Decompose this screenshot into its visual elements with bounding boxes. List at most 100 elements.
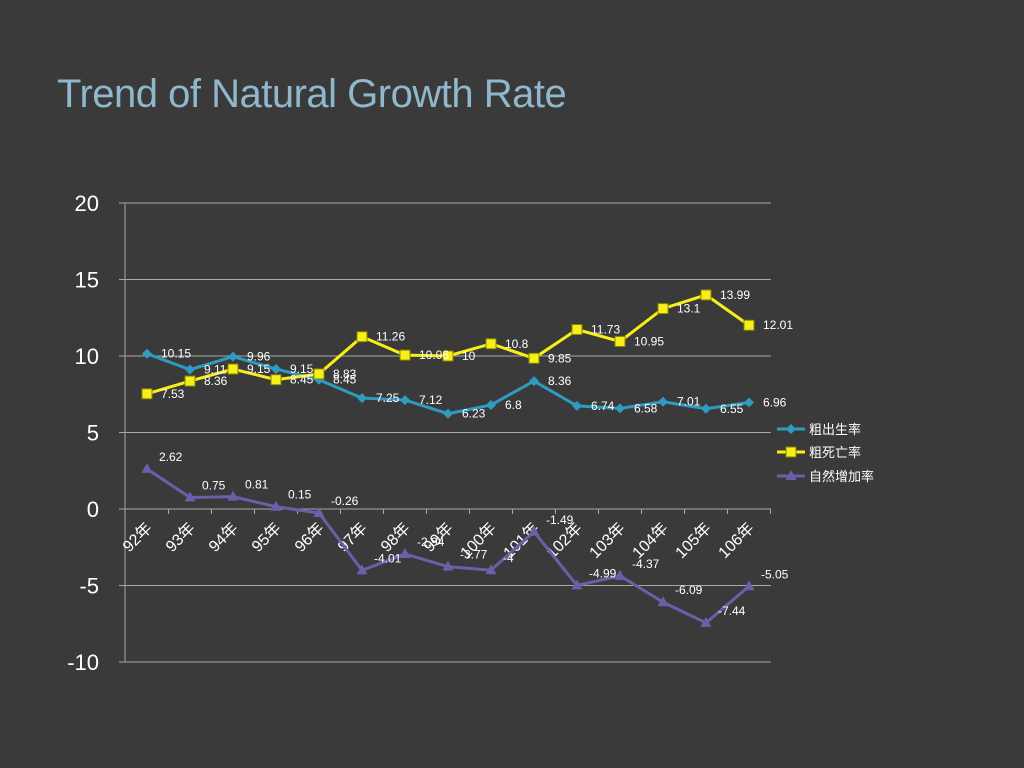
data-label: 13.99 (720, 288, 750, 302)
data-point (614, 335, 626, 347)
data-label: -7.44 (718, 604, 746, 618)
legend-item-3: 自然增加率 (777, 469, 874, 484)
x-tick-label: 96年 (291, 519, 328, 556)
data-point (743, 580, 755, 591)
data-point (228, 351, 238, 362)
data-label: 2.62 (159, 450, 183, 464)
x-tick-label: 97年 (334, 519, 371, 556)
data-point (700, 289, 712, 301)
x-tick-label: 106年 (715, 519, 758, 562)
data-label: 6.58 (634, 401, 658, 415)
legend-marker (785, 470, 797, 480)
data-label: 8.45 (333, 373, 357, 387)
data-point (485, 564, 497, 575)
data-label: 6.8 (505, 398, 522, 412)
data-point (271, 364, 281, 375)
data-label: 9.96 (247, 350, 271, 364)
data-point (658, 396, 668, 407)
data-label: 11.26 (376, 330, 405, 344)
data-label: -4 (503, 551, 514, 565)
legend-item-2: 粗死亡率 (777, 445, 861, 460)
data-label: 7.12 (419, 393, 443, 407)
data-label: -5.05 (761, 567, 789, 581)
data-point (185, 364, 195, 375)
data-point (443, 408, 453, 419)
data-label: 10.95 (634, 334, 664, 348)
data-label: 9.15 (247, 362, 271, 376)
x-tick-label: 95年 (248, 519, 285, 556)
x-tick-label: 103年 (586, 519, 629, 562)
legend-label: 粗出生率 (809, 422, 861, 437)
legend-marker (785, 446, 797, 458)
data-label: 7.53 (161, 387, 185, 401)
legend-label: 自然增加率 (809, 469, 874, 484)
x-tick-label: 98年 (377, 519, 414, 556)
data-point (485, 338, 497, 350)
data-label: 11.73 (591, 323, 620, 337)
data-point (442, 350, 454, 362)
data-point (313, 506, 325, 517)
data-point (615, 403, 625, 414)
data-label: -0.26 (331, 494, 359, 508)
data-point (528, 525, 540, 536)
data-point (657, 303, 669, 315)
y-tick-label: 10 (75, 344, 99, 369)
data-point (572, 400, 582, 411)
data-point (743, 319, 755, 331)
y-tick-label: 5 (87, 421, 99, 446)
data-point (356, 564, 368, 575)
data-point (399, 349, 411, 361)
data-point (442, 560, 454, 571)
data-point (700, 616, 712, 627)
data-point (184, 491, 196, 502)
data-labels: 10.159.119.969.158.457.25 7.126.236.88.36… (159, 288, 793, 618)
data-label: 7.25 (376, 391, 400, 405)
legend-label: 粗死亡率 (809, 445, 861, 460)
data-label: 8.36 (548, 374, 572, 388)
data-label: -1.49 (546, 513, 574, 527)
x-tick-label: 105年 (672, 519, 715, 562)
data-label: 0.81 (245, 478, 269, 492)
series-1 (142, 348, 754, 419)
x-tick-label: 93年 (162, 519, 199, 556)
data-label: 8.83 (333, 367, 357, 381)
data-label: 10 (462, 349, 476, 363)
data-point (614, 569, 626, 580)
data-label: 9.11 (204, 363, 227, 377)
data-label: 7.01 (677, 395, 701, 409)
data-point (227, 363, 239, 375)
y-tick-label: 15 (75, 268, 99, 293)
data-point (356, 331, 368, 343)
legend-item-1: 粗出生率 (777, 422, 861, 437)
data-label: 13.1 (677, 302, 701, 316)
series (141, 289, 755, 627)
data-point (270, 374, 282, 386)
data-label: 6.23 (462, 407, 486, 421)
data-label: 12.01 (763, 318, 793, 332)
data-point (399, 547, 411, 558)
legend-marker (786, 424, 796, 434)
x-tick-label: 104年 (629, 519, 672, 562)
data-point (227, 490, 239, 501)
data-label: -4.99 (589, 566, 617, 580)
axes (119, 202, 771, 663)
data-point (141, 388, 153, 400)
data-point (571, 324, 583, 336)
data-point (486, 399, 496, 410)
data-label: 10.15 (161, 347, 191, 361)
data-label: 9.15 (290, 362, 314, 376)
data-point (528, 352, 540, 364)
slide-title: Trend of Natural Growth Rate (57, 72, 567, 116)
data-label: -2.94 (417, 535, 445, 549)
data-label: 10.06 (419, 348, 449, 362)
series-3 (141, 462, 755, 627)
y-tick-label: -5 (79, 574, 99, 599)
data-label: 0.15 (288, 488, 312, 502)
data-point (571, 579, 583, 590)
y-tick-label: -10 (67, 650, 99, 675)
data-label: -4.01 (374, 551, 402, 565)
data-point (313, 368, 325, 380)
data-point (701, 403, 711, 414)
